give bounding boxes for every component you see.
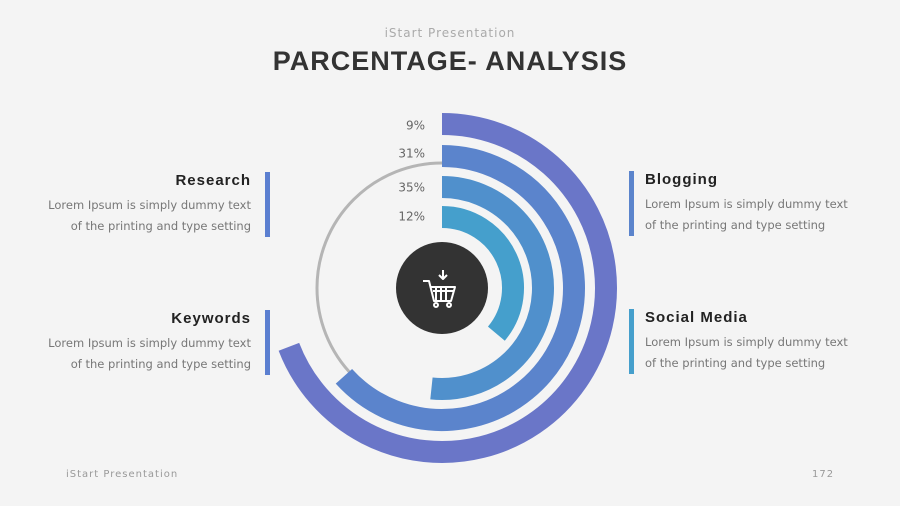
ring-arc (335, 145, 585, 431)
ring-label: 31% (398, 147, 425, 161)
arcs (278, 113, 617, 463)
item-text: Lorem Ipsum is simply dummy text of the … (645, 197, 848, 232)
ring-label: 9% (406, 119, 425, 133)
page-number: 172 (812, 469, 835, 480)
ring-label: 12% (398, 210, 425, 224)
item: Research Lorem Ipsum is simply dummy tex… (36, 172, 270, 237)
item: Social Media Lorem Ipsum is simply dummy… (629, 309, 860, 374)
item: Blogging Lorem Ipsum is simply dummy tex… (629, 171, 860, 236)
title: PARCENTAGE- ANALYSIS (272, 46, 628, 76)
item-title: Research (175, 172, 251, 189)
item-title: Keywords (171, 310, 251, 327)
ring-arc (430, 176, 554, 400)
subtitle: iStart Presentation (384, 26, 516, 40)
item-text: Lorem Ipsum is simply dummy text of the … (48, 336, 251, 371)
item: Keywords Lorem Ipsum is simply dummy tex… (36, 310, 270, 375)
ring-label: 35% (398, 181, 425, 195)
ring-arc (441, 206, 524, 341)
item-text: Lorem Ipsum is simply dummy text of the … (48, 198, 251, 233)
cart-icon (423, 270, 456, 308)
item-text: Lorem Ipsum is simply dummy text of the … (645, 335, 848, 370)
item-title: Blogging (645, 171, 718, 188)
ring-arc (278, 113, 617, 463)
item-title: Social Media (645, 309, 748, 326)
footer-brand: iStart Presentation (66, 469, 179, 480)
